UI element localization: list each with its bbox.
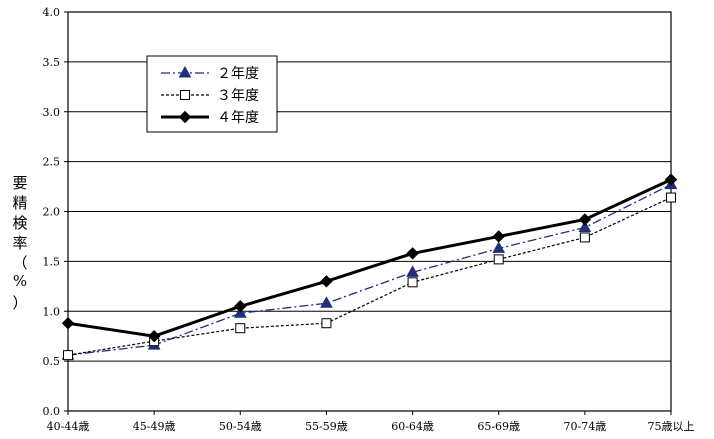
data-point xyxy=(147,329,161,343)
y-tick-label: 4.0 xyxy=(43,6,61,19)
legend-label: ３年度 xyxy=(217,88,259,104)
series-line xyxy=(67,183,672,356)
legend-label: ４年度 xyxy=(217,110,259,126)
data-point xyxy=(406,247,419,260)
x-tick-label: 55-59歳 xyxy=(305,420,348,433)
y-tick-label: 3.5 xyxy=(43,56,61,69)
data-point xyxy=(578,220,592,232)
data-point xyxy=(178,110,192,124)
y-axis-label-char: ） xyxy=(12,294,28,312)
x-tick-label: 40-44歳 xyxy=(47,420,90,433)
y-tick-label: 3.0 xyxy=(43,106,61,119)
y-axis-label-char: （ xyxy=(12,254,28,272)
data-point xyxy=(63,350,73,361)
series-line xyxy=(67,196,672,356)
x-tick-label: 45-49歳 xyxy=(133,420,176,433)
series-line xyxy=(67,178,672,338)
data-point xyxy=(666,192,676,203)
data-point xyxy=(320,275,333,288)
legend-label: ２年度 xyxy=(217,66,259,82)
y-axis-label-char: 要 xyxy=(12,174,28,192)
data-point xyxy=(578,213,592,226)
y-axis-label-char: 精 xyxy=(12,194,28,212)
y-tick-label: 0.5 xyxy=(43,355,61,368)
data-point xyxy=(61,317,75,330)
data-point xyxy=(320,296,333,308)
data-point xyxy=(579,232,590,243)
x-tick-label: 65-69歳 xyxy=(477,420,520,433)
y-axis-label-char: 検 xyxy=(12,214,28,232)
y-axis-label-char: % xyxy=(12,272,28,290)
data-point xyxy=(493,254,504,265)
data-point xyxy=(407,277,418,288)
y-tick-label: 2.0 xyxy=(43,206,61,219)
x-tick-label: 60-64歳 xyxy=(391,420,434,433)
data-point xyxy=(321,318,332,329)
data-point xyxy=(492,230,505,243)
y-tick-label: 2.5 xyxy=(43,156,61,169)
y-tick-label: 1.0 xyxy=(43,305,61,318)
data-point xyxy=(235,323,246,334)
data-point xyxy=(178,65,192,78)
legend-box xyxy=(146,55,278,133)
y-axis-label-char: 率 xyxy=(12,234,28,252)
data-point xyxy=(492,241,506,253)
x-tick-label: 70-74歳 xyxy=(563,420,606,433)
y-tick-label: 1.5 xyxy=(43,255,61,268)
y-tick-label: 0.0 xyxy=(43,405,61,418)
data-point xyxy=(406,265,419,277)
x-tick-label: 50-54歳 xyxy=(219,420,262,433)
x-tick-label: 75歳以上 xyxy=(648,420,695,433)
data-point xyxy=(664,173,678,186)
data-point xyxy=(180,90,190,100)
data-point xyxy=(234,300,247,313)
